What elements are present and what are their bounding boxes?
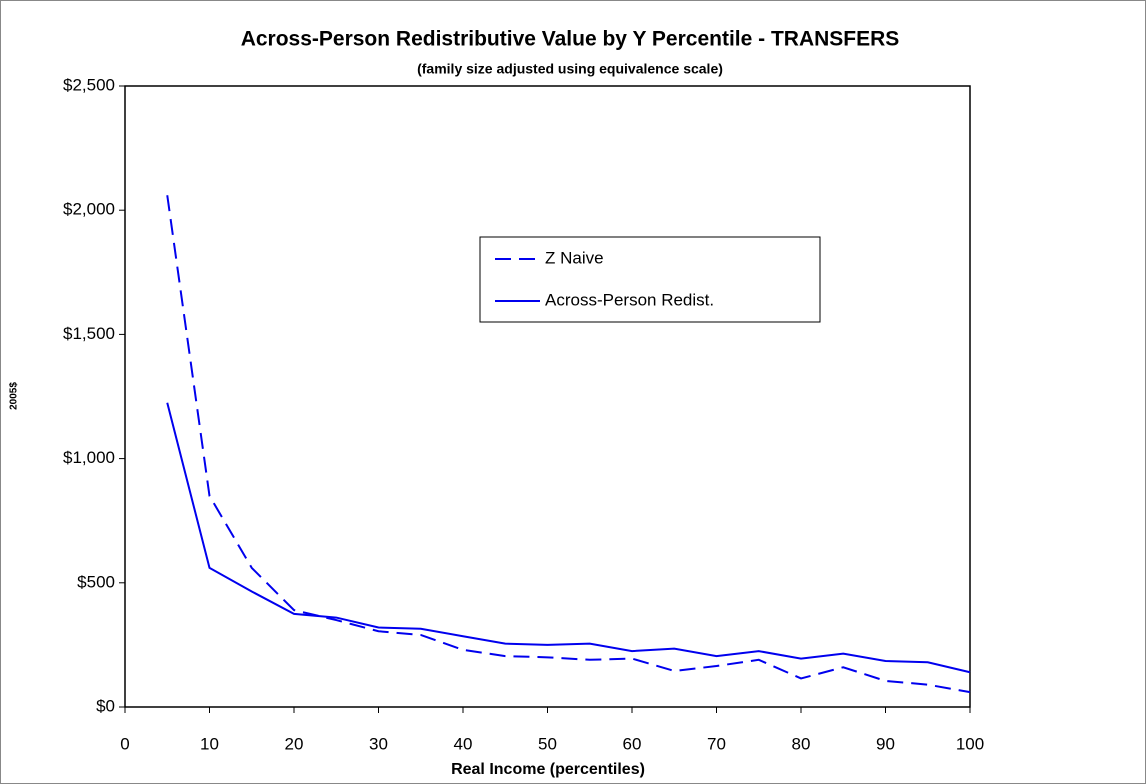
x-tick-label: 50: [538, 734, 557, 753]
y-tick-label: $1,000: [63, 448, 115, 467]
x-axis-label: Real Income (percentiles): [451, 761, 645, 778]
series-line: [166, 402, 971, 674]
x-tick-label: 100: [956, 734, 984, 753]
legend-label: Z Naive: [545, 248, 604, 267]
y-tick-label: $1,500: [63, 324, 115, 343]
y-tick-label: $2,000: [63, 200, 115, 219]
series-line: [166, 195, 971, 694]
x-tick-label: 20: [285, 734, 304, 753]
x-tick-label: 60: [623, 734, 642, 753]
x-tick-label: 30: [369, 734, 388, 753]
x-tick-label: 0: [120, 734, 129, 753]
y-tick-label: $500: [77, 572, 115, 591]
x-tick-label: 40: [454, 734, 473, 753]
x-tick-label: 80: [792, 734, 811, 753]
y-tick-label: $2,500: [63, 75, 115, 94]
x-tick-label: 90: [876, 734, 895, 753]
chart-title: Across-Person Redistributive Value by Y …: [241, 28, 900, 51]
x-tick-label: 70: [707, 734, 726, 753]
legend-box: [479, 236, 821, 323]
y-axis-label: 2005$: [9, 382, 20, 410]
x-tick-label: 10: [200, 734, 219, 753]
y-tick-label: $0: [96, 696, 115, 715]
chart-subtitle: (family size adjusted using equivalence …: [417, 61, 723, 77]
legend-label: Across-Person Redist.: [545, 290, 714, 309]
